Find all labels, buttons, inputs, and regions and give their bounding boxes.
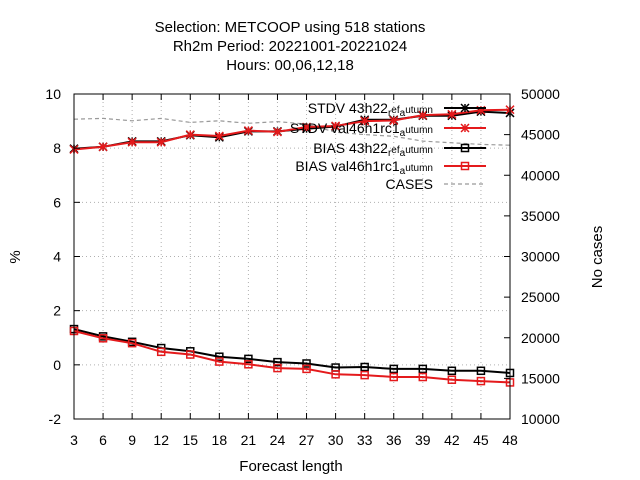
data-point [302, 359, 311, 368]
data-point [273, 357, 282, 367]
grid [74, 94, 510, 419]
data-point [185, 130, 195, 140]
y-tick-label: 10 [45, 86, 61, 102]
legend-label-4: CASES [386, 176, 433, 192]
x-tick-label: 15 [182, 432, 198, 448]
y-tick-label: -2 [49, 411, 62, 427]
data-point [360, 116, 370, 126]
x-tick-label: 39 [415, 432, 431, 448]
y2-axis: 10000 15000 20000 25000 30000 35000 40000 45000… [504, 86, 560, 427]
y-tick-label: 0 [53, 357, 61, 373]
legend-marker [460, 123, 470, 133]
x-tick-label: 3 [70, 432, 78, 448]
x-tick-label: 36 [386, 432, 402, 448]
title-line-2: Rh2m Period: 20221001-20221024 [173, 38, 407, 55]
y2-axis-label: No cases [589, 226, 606, 289]
series-line-3 [73, 330, 511, 384]
data-point [98, 334, 108, 343]
data-point [215, 357, 224, 366]
x-tick-label: 24 [270, 432, 286, 448]
x-axis-label: Forecast length [239, 458, 342, 475]
data-point [244, 354, 253, 364]
y2-tick-label: 40000 [521, 167, 560, 183]
data-point [127, 338, 137, 348]
data-point [243, 126, 253, 136]
y2-tick-label: 10000 [521, 411, 560, 427]
x-tick-label: 21 [241, 432, 257, 448]
y-tick-label: 4 [53, 249, 61, 265]
data-point [389, 372, 398, 382]
series-line-4 [73, 117, 511, 146]
legend-marker [460, 161, 470, 171]
data-point [447, 109, 457, 119]
y2-tick-label: 50000 [521, 86, 560, 102]
x-tick-label: 27 [299, 432, 315, 448]
x-tick-label: 9 [128, 432, 136, 448]
data-point [127, 137, 137, 147]
x-tick-label: 30 [328, 432, 344, 448]
data-point [447, 375, 457, 384]
data-point [302, 122, 312, 132]
y2-tick-label: 20000 [521, 330, 560, 346]
y2-tick-label: 35000 [521, 208, 560, 224]
x-axis: 3 6 9 12 15 18 21 24 27 30 33 36 39 42 45 48 [70, 94, 518, 448]
data-point [98, 142, 108, 152]
x-tick-label: 48 [502, 432, 518, 448]
data-point [360, 362, 369, 372]
chart-title: Selection: METCOOP using 518 stations Rh… [155, 19, 426, 74]
legend-marker [460, 103, 470, 113]
data-point [331, 121, 341, 131]
legend-label-3: BIAS val46h1rc1autumn [295, 158, 433, 177]
y2-tick-label: 15000 [521, 370, 560, 386]
data-point [302, 364, 311, 374]
legend-label-1: STDV val46h1rc1autumn [290, 120, 433, 139]
data-point [272, 127, 282, 137]
y-tick-label: 6 [53, 194, 61, 210]
data-point [244, 360, 253, 369]
title-line-1: Selection: METCOOP using 518 stations [155, 19, 426, 36]
y-tick-label: 2 [53, 303, 61, 319]
y-axis: -2 0 2 4 6 8 10 [45, 86, 80, 427]
data-point [418, 364, 428, 374]
data-point [418, 110, 428, 120]
data-point [331, 370, 340, 379]
x-tick-label: 6 [99, 432, 107, 448]
series-line-2 [73, 328, 511, 374]
x-tick-label: 12 [153, 432, 169, 448]
data-point [273, 363, 282, 373]
data-point [215, 352, 224, 361]
x-tick-label: 33 [357, 432, 373, 448]
series-line-1 [73, 108, 511, 151]
x-tick-label: 45 [473, 432, 489, 448]
y2-tick-label: 45000 [521, 127, 560, 143]
y2-tick-label: 25000 [521, 289, 560, 305]
legend-marker [460, 143, 470, 153]
data-point [156, 347, 166, 357]
data-point [214, 131, 224, 141]
y-tick-label: 8 [53, 140, 61, 156]
y-axis-label: % [7, 250, 24, 263]
data-point [389, 364, 398, 374]
data-point [186, 350, 195, 359]
y2-tick-label: 30000 [521, 249, 560, 265]
title-line-3: Hours: 00,06,12,18 [226, 57, 354, 74]
data-point [418, 372, 428, 382]
x-tick-label: 18 [212, 432, 228, 448]
data-point [476, 366, 486, 376]
data-point [447, 366, 457, 376]
x-tick-label: 42 [444, 432, 460, 448]
data-point [476, 376, 486, 386]
data-point [360, 370, 369, 380]
data-point [389, 116, 399, 126]
legend-label-2: BIAS 43h22refautumn [313, 140, 433, 159]
data-point [156, 137, 166, 147]
legend-label-0: STDV 43h22refautumn [308, 100, 433, 119]
